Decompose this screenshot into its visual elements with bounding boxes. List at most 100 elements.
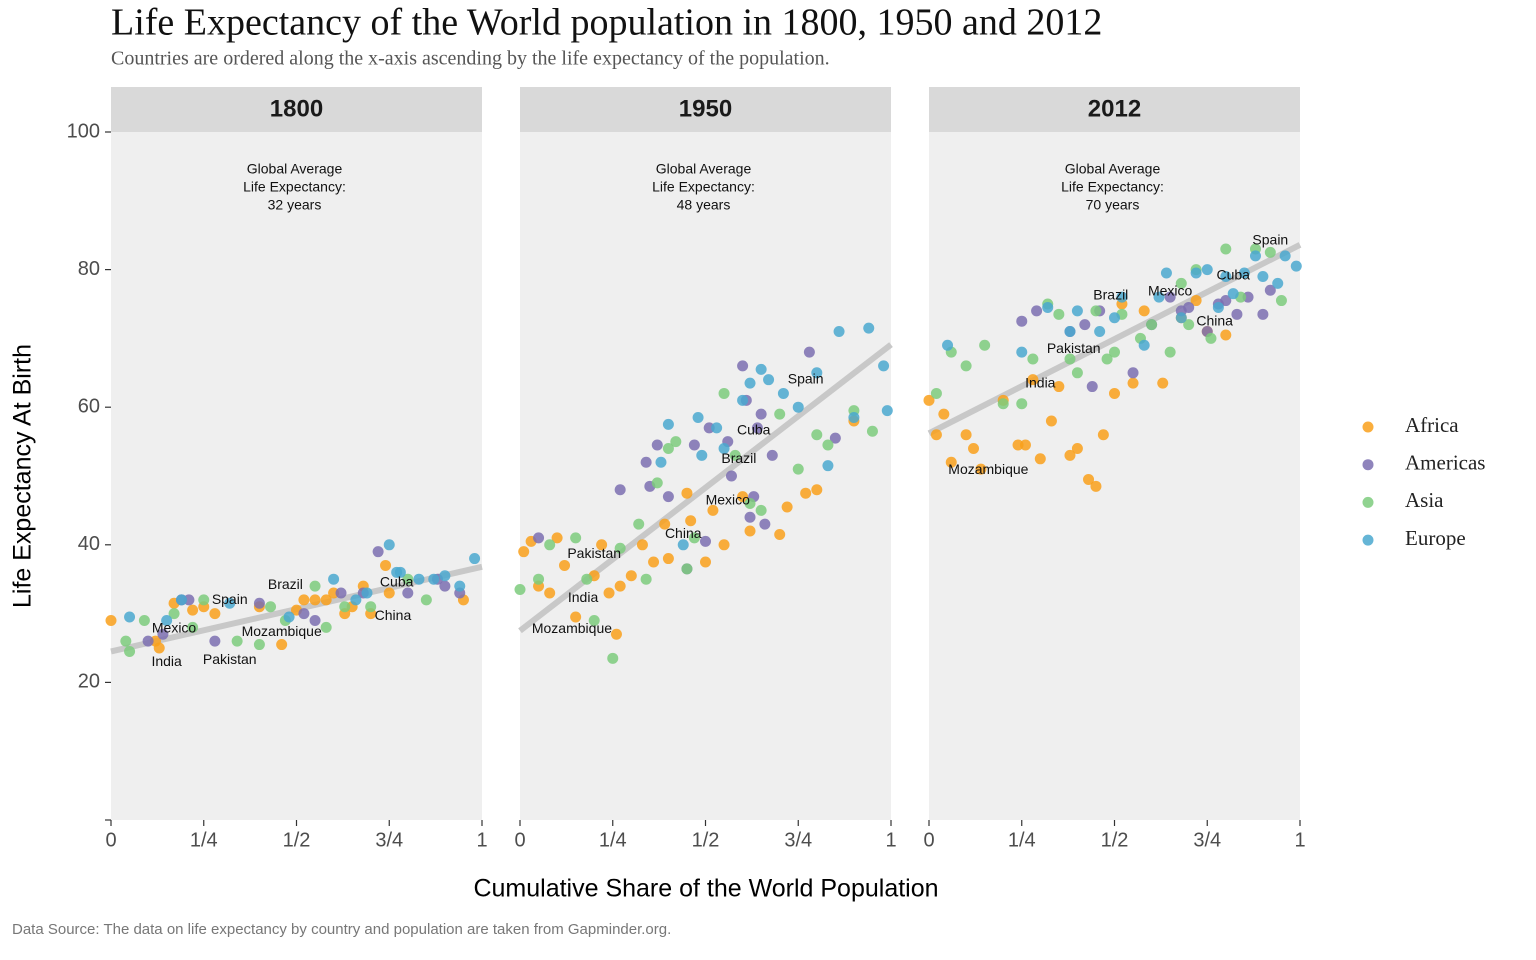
data-point	[320, 594, 332, 606]
data-point	[755, 504, 767, 516]
chart-subtitle: Countries are ordered along the x-axis a…	[111, 48, 830, 70]
country-label: India	[568, 589, 599, 605]
data-point	[688, 532, 700, 544]
data-point	[930, 387, 942, 399]
data-point	[402, 573, 414, 585]
data-point	[1090, 480, 1102, 492]
data-point	[350, 594, 362, 606]
data-point	[420, 594, 432, 606]
data-point	[655, 456, 667, 468]
data-point	[1127, 377, 1139, 389]
data-point	[662, 553, 674, 565]
annotation: 70 years	[1086, 197, 1140, 213]
data-point	[942, 339, 954, 351]
data-point	[960, 429, 972, 441]
x-tick-label: 0	[923, 829, 934, 851]
data-point	[1231, 308, 1243, 320]
data-point	[1094, 326, 1106, 338]
trend-line	[927, 242, 1302, 437]
country-label: Spain	[788, 370, 824, 386]
data-point	[328, 573, 340, 585]
data-point	[640, 456, 652, 468]
data-point	[383, 587, 395, 599]
y-tick-label: 60	[78, 395, 100, 417]
data-point	[1109, 346, 1120, 358]
data-point	[829, 432, 841, 444]
data-point	[309, 580, 321, 592]
data-point	[688, 439, 700, 451]
data-point	[878, 360, 890, 372]
data-point	[1164, 346, 1176, 358]
data-point	[774, 408, 786, 420]
data-point	[209, 635, 221, 647]
country-label: Spain	[212, 591, 248, 607]
data-point	[1053, 381, 1065, 393]
x-tick-label: 1/4	[599, 829, 627, 851]
data-point	[551, 532, 563, 544]
x-tick-label: 1/4	[1008, 829, 1036, 851]
data-point	[774, 528, 786, 540]
data-point	[402, 587, 414, 599]
data-point	[800, 487, 812, 499]
data-point	[1220, 243, 1232, 255]
data-point	[1190, 295, 1202, 307]
data-point	[1157, 377, 1169, 389]
data-point	[298, 594, 310, 606]
data-point	[881, 405, 893, 417]
panel-title: 2012	[1088, 95, 1141, 122]
panel-background	[111, 132, 482, 820]
data-point	[1045, 415, 1057, 427]
data-point	[1016, 346, 1028, 358]
country-label: Cuba	[380, 573, 414, 589]
data-point	[1190, 267, 1202, 279]
data-point	[253, 597, 265, 609]
data-point	[755, 408, 767, 420]
country-label: Mexico	[706, 491, 751, 507]
data-point	[124, 645, 136, 657]
data-point	[439, 570, 451, 582]
data-point	[811, 484, 823, 496]
data-point	[751, 422, 763, 434]
data-point	[923, 394, 935, 406]
y-axis-label: Life Expectancy At Birth	[9, 344, 37, 608]
data-point	[105, 614, 117, 626]
legend-marker	[1362, 496, 1374, 508]
data-point	[968, 442, 980, 454]
annotation: Global Average	[1065, 161, 1161, 177]
data-point	[157, 628, 169, 640]
data-point	[1164, 291, 1176, 303]
annotation: Global Average	[656, 161, 752, 177]
data-point	[1183, 319, 1195, 331]
data-point	[1079, 319, 1091, 331]
data-point	[700, 556, 711, 568]
x-tick-label: 1	[476, 829, 487, 851]
caption: Data Source: The data on life expectancy…	[12, 921, 671, 938]
x-tick-label: 0	[514, 829, 525, 851]
data-point	[1175, 312, 1187, 324]
data-point	[514, 584, 526, 596]
data-point	[803, 346, 815, 358]
data-point	[1138, 305, 1150, 317]
data-point	[153, 642, 165, 654]
data-point	[1101, 353, 1113, 365]
data-point	[276, 639, 288, 651]
data-point	[309, 614, 321, 626]
data-point	[737, 394, 749, 406]
data-point	[1264, 284, 1276, 296]
data-point	[614, 580, 626, 592]
x-tick-label: 1/2	[1101, 829, 1129, 851]
data-point	[1064, 353, 1076, 365]
data-point	[298, 608, 310, 620]
data-point	[811, 429, 823, 441]
data-point	[633, 518, 645, 530]
country-label: Spain	[1252, 231, 1288, 247]
data-point	[1220, 329, 1232, 341]
annotation: Life Expectancy:	[652, 179, 755, 195]
annotation: 32 years	[268, 197, 322, 213]
data-point	[439, 580, 451, 592]
panel-title: 1950	[679, 95, 732, 122]
data-point	[737, 491, 749, 503]
data-point	[187, 621, 199, 633]
